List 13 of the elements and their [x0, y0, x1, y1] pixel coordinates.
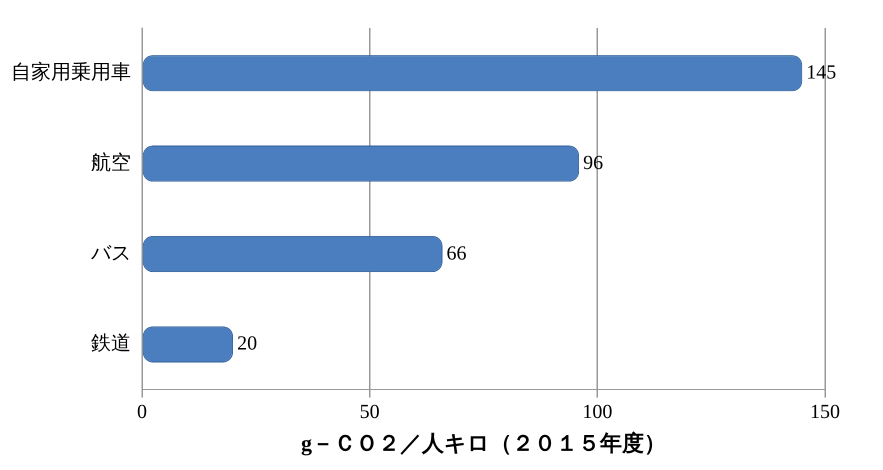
y-tick-label: 鉄道 [91, 332, 131, 355]
x-tick-label: 100 [582, 400, 612, 423]
x-tick-label: 150 [810, 400, 840, 423]
x-tick-label: 50 [360, 400, 380, 423]
data-label: 66 [446, 242, 467, 264]
data-label: 96 [583, 152, 604, 174]
y-tick-label: 航空 [91, 152, 131, 174]
y-tick-label: 自家用乗用車 [11, 61, 131, 84]
y-tick-label: バス [90, 242, 131, 264]
x-tick-label: 0 [137, 400, 147, 423]
x-axis-title: g－ＣＯ２／人キロ（２０１５年度） [301, 430, 666, 456]
data-label: 20 [237, 332, 258, 355]
data-label: 145 [806, 61, 836, 84]
